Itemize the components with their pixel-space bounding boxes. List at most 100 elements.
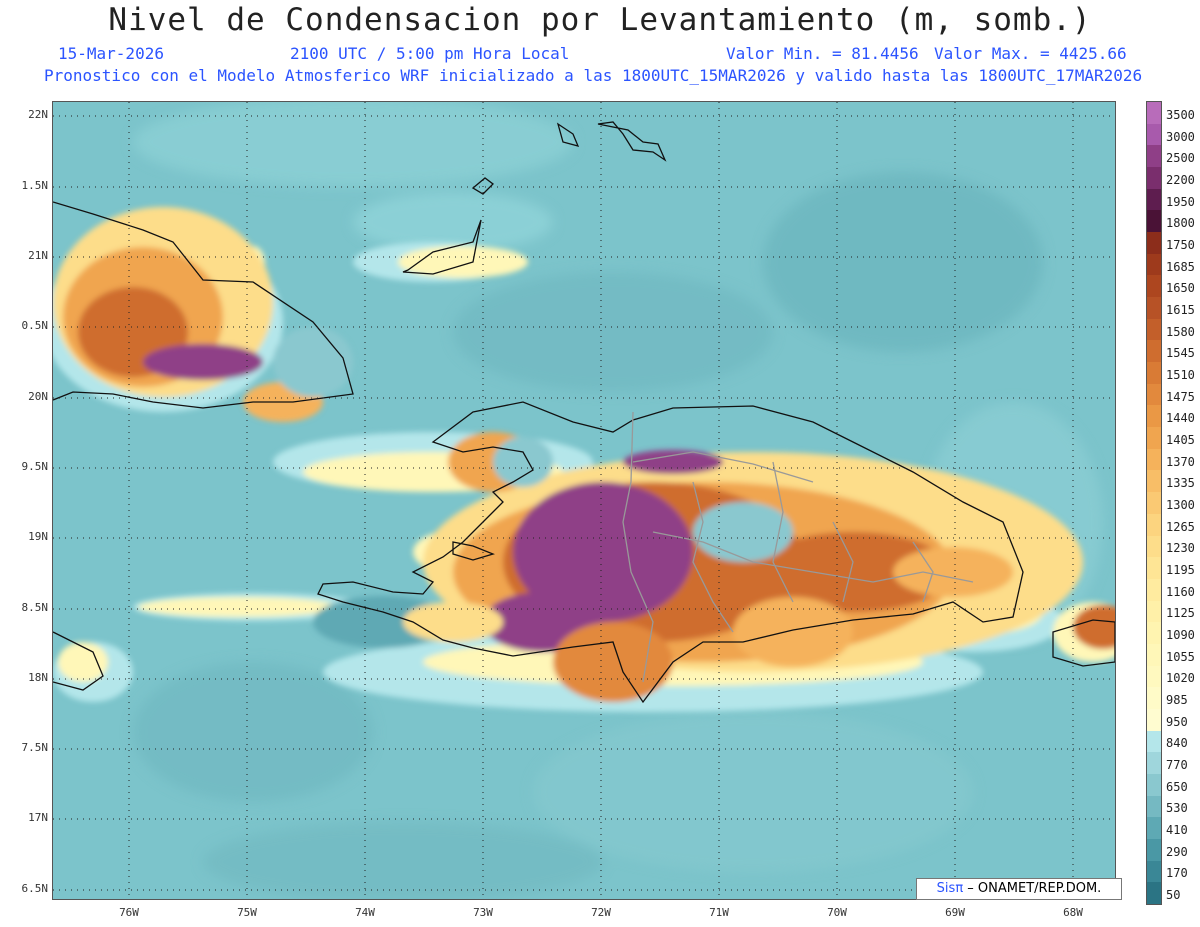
legend-swatch — [1147, 773, 1161, 797]
lon-label: 68W — [1063, 906, 1083, 919]
legend-label: 1685 — [1166, 259, 1195, 274]
legend-label: 50 — [1166, 888, 1181, 903]
legend-label: 2200 — [1166, 172, 1195, 187]
legend-swatch — [1147, 578, 1161, 602]
legend-swatch — [1147, 470, 1161, 493]
legend-swatch — [1147, 557, 1161, 580]
legend-swatch — [1147, 730, 1161, 753]
legend-label: 3500 — [1166, 107, 1195, 122]
forecast-time: 2100 UTC / 5:00 pm Hora Local — [290, 44, 570, 63]
legend-label: 410 — [1166, 823, 1188, 838]
credit-text: – ONAMET/REP.DOM. — [967, 881, 1102, 896]
legend-swatch — [1147, 513, 1161, 536]
legend-swatch — [1147, 253, 1161, 276]
legend-swatch — [1147, 535, 1161, 558]
legend-label: 1020 — [1166, 671, 1195, 686]
legend-swatch — [1147, 882, 1161, 905]
legend-label: 1440 — [1166, 411, 1195, 426]
credit-box: Sisπ – ONAMET/REP.DOM. — [916, 878, 1122, 900]
lon-label: 72W — [591, 906, 611, 919]
credit-sis: Sis — [936, 881, 956, 896]
legend-swatch — [1147, 817, 1161, 840]
cuba-coastline — [53, 201, 354, 409]
lat-label: 18N — [28, 671, 48, 684]
legend-label: 770 — [1166, 758, 1188, 773]
lat-label: 9.5N — [21, 460, 49, 473]
puerto-rico-coastline — [1052, 619, 1115, 667]
coastlines — [53, 121, 1115, 704]
lat-label: 8.5N — [21, 601, 49, 614]
legend-swatch — [1147, 860, 1161, 883]
legend-swatch — [1147, 210, 1161, 233]
legend-label: 1300 — [1166, 498, 1195, 512]
legend-label: 1950 — [1166, 194, 1195, 209]
legend-label: 1335 — [1166, 476, 1195, 491]
lat-label: 0.5N — [21, 319, 49, 332]
lon-label: 76W — [119, 906, 139, 919]
lon-label: 71W — [709, 906, 729, 919]
legend-swatch — [1147, 362, 1161, 385]
legend-label: 1750 — [1166, 237, 1195, 252]
legend-swatch — [1147, 622, 1161, 645]
lat-label: 19N — [28, 530, 48, 543]
jamaica-coastline — [53, 631, 104, 691]
legend-swatch — [1147, 687, 1161, 710]
lon-label: 69W — [945, 906, 965, 919]
legend-label: 1125 — [1166, 606, 1195, 621]
map-area — [52, 101, 1116, 900]
legend-swatch — [1147, 102, 1161, 125]
legend-label: 1055 — [1166, 649, 1195, 664]
legend-label: 290 — [1166, 844, 1188, 859]
inagua-coastline — [402, 219, 482, 275]
turks-caicos-coastline — [597, 121, 667, 162]
legend-swatch — [1147, 318, 1161, 341]
caicos-west-coastline — [556, 122, 580, 147]
legend-swatch — [1147, 492, 1161, 515]
legend-label: 1510 — [1166, 367, 1195, 382]
legend-swatch — [1147, 427, 1161, 450]
legend-label: 1475 — [1166, 389, 1195, 404]
legend-swatch — [1147, 145, 1161, 168]
legend-swatch — [1147, 708, 1161, 732]
hispaniola-coastline — [317, 401, 1024, 704]
legend-label: 985 — [1166, 693, 1188, 708]
legend-label: 1650 — [1166, 281, 1195, 296]
legend-swatch — [1147, 383, 1161, 406]
legend-label: 1090 — [1166, 628, 1195, 643]
gonave-coastline — [452, 541, 495, 561]
legend-swatch — [1147, 838, 1161, 862]
legend-label: 2500 — [1166, 151, 1195, 166]
value-max: Valor Max. = 4425.66 — [934, 44, 1127, 63]
legend-swatch — [1147, 795, 1161, 818]
legend-label: 530 — [1166, 801, 1188, 816]
lon-label: 74W — [355, 906, 375, 919]
small-island-coastline — [471, 177, 494, 195]
lat-label: 6.5N — [21, 882, 49, 895]
legend-label: 3000 — [1166, 129, 1195, 144]
lat-label: 21N — [28, 249, 48, 262]
condensation-shading — [53, 207, 1115, 712]
legend-label: 650 — [1166, 779, 1188, 794]
legend-swatch — [1147, 665, 1161, 688]
graticule — [53, 102, 1115, 899]
value-min: Valor Min. = 81.4456 — [726, 44, 919, 63]
lat-label: 17N — [28, 811, 48, 824]
legend-label: 1230 — [1166, 541, 1195, 556]
legend-swatch — [1147, 752, 1161, 775]
legend-swatch — [1147, 448, 1161, 471]
legend-swatch — [1147, 275, 1161, 298]
provincial-borders — [622, 411, 974, 683]
legend-label: 1545 — [1166, 346, 1195, 361]
legend-swatch — [1147, 643, 1161, 667]
legend-label: 950 — [1166, 714, 1188, 729]
legend-label: 1195 — [1166, 563, 1195, 578]
legend-label: 1265 — [1166, 519, 1195, 534]
credit-pi: π — [955, 881, 964, 896]
lat-label: 7.5N — [21, 741, 49, 754]
model-info: Pronostico con el Modelo Atmosferico WRF… — [44, 66, 1143, 85]
legend-swatch — [1147, 123, 1161, 146]
legend-label: 170 — [1166, 866, 1188, 881]
legend-swatch — [1147, 167, 1161, 190]
lat-label: 1.5N — [21, 179, 49, 192]
legend-swatch — [1147, 232, 1161, 255]
